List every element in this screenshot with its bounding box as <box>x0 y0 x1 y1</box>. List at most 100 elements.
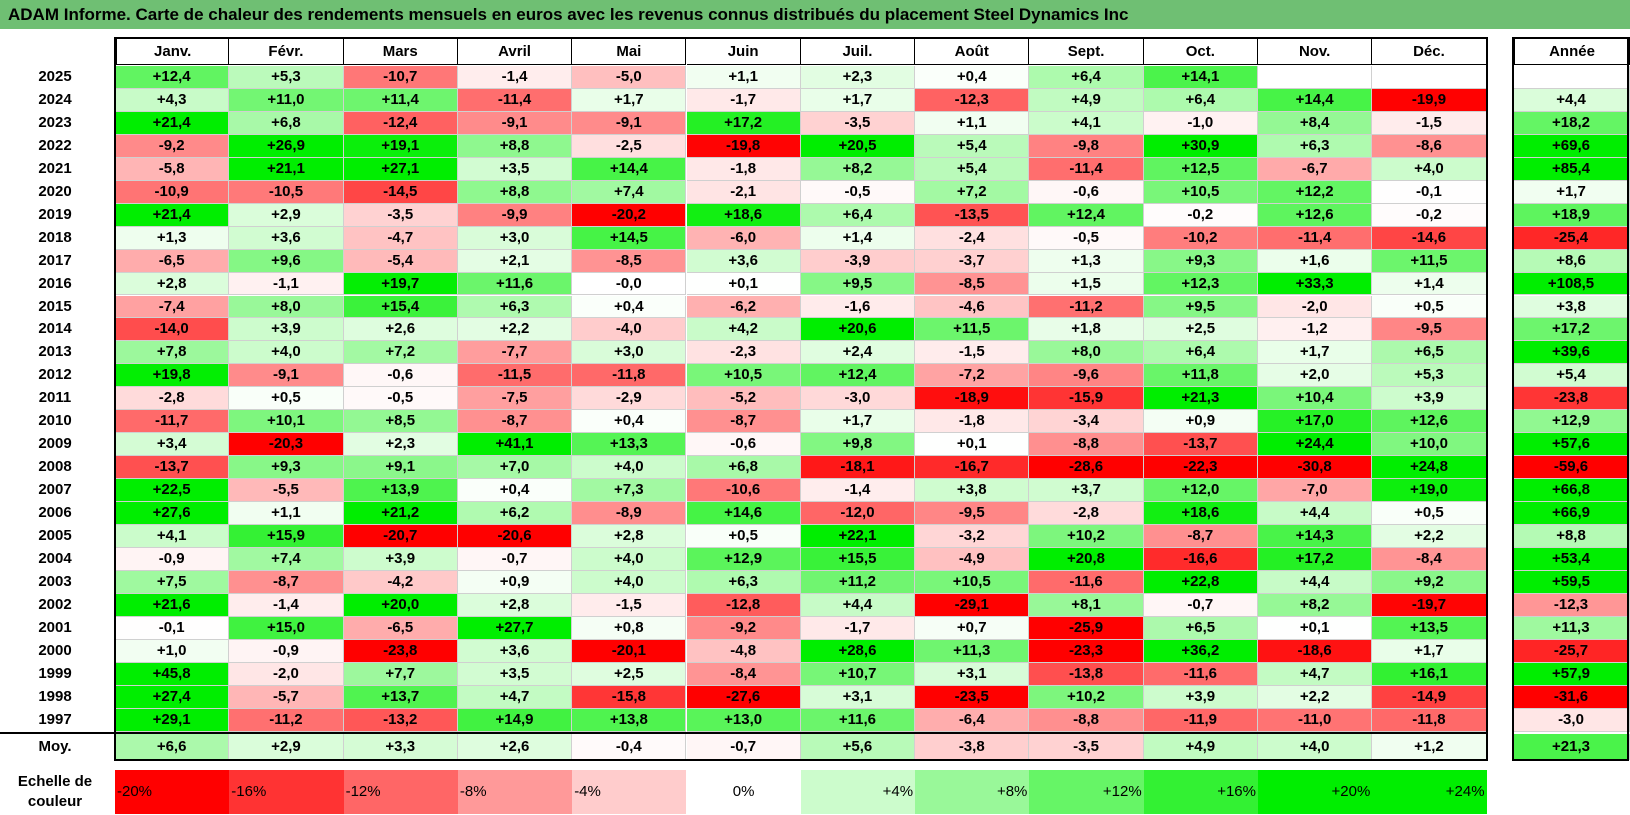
heatmap-cell: +8,4 <box>1258 111 1373 135</box>
month-header: Juil. <box>800 37 916 65</box>
heatmap-cell: -1,7 <box>800 616 916 640</box>
heatmap-cell: -15,9 <box>1029 387 1144 411</box>
heatmap-cell: +2,3 <box>343 433 458 457</box>
heatmap-cell: -15,8 <box>572 685 687 709</box>
heatmap-cell: -8,7 <box>1143 525 1258 548</box>
heatmap-cell: +3,5 <box>457 662 573 686</box>
heatmap-cell: +7,0 <box>457 456 573 480</box>
heatmap-cell: +9,5 <box>800 272 916 296</box>
color-scale-swatch: -12% <box>343 769 458 814</box>
heatmap-cell: +19,7 <box>343 272 458 296</box>
heatmap-cell: +20,0 <box>343 593 458 617</box>
month-header: Août <box>915 37 1030 65</box>
heatmap-cell: +2,4 <box>800 341 916 365</box>
heatmap-cell: +17,2 <box>686 111 801 135</box>
heatmap-cell: +3,0 <box>572 341 687 365</box>
year-column-header: Année <box>1513 37 1630 65</box>
heatmap-cell: -3,2 <box>915 525 1030 548</box>
heatmap-cell: -0,9 <box>229 639 344 663</box>
heatmap-cell: +2,3 <box>800 66 916 89</box>
heatmap-cell: +9,8 <box>800 433 916 457</box>
heatmap-cell: +3,7 <box>1029 479 1144 503</box>
heatmap-cell: +27,1 <box>343 157 458 181</box>
heatmap-cell: +0,1 <box>686 272 801 296</box>
heatmap-cell: +12,0 <box>1143 479 1258 503</box>
heatmap-cell: -9,2 <box>115 134 230 158</box>
average-cell: +5,6 <box>800 733 916 760</box>
color-scale-swatch: +24% <box>1372 769 1487 814</box>
heatmap-cell: +11,2 <box>800 570 916 594</box>
heatmap-cell: +7,4 <box>229 547 344 571</box>
heatmap-cell: -10,9 <box>115 180 230 204</box>
year-label: 2021 <box>0 157 110 181</box>
month-header: Oct. <box>1143 37 1258 65</box>
heatmap-cell: -0,5 <box>800 180 916 204</box>
year-label: 1998 <box>0 685 110 709</box>
heatmap-cell: +11,8 <box>1143 364 1258 388</box>
heatmap-cell: +36,2 <box>1143 639 1258 663</box>
heatmap-cell <box>1372 66 1487 89</box>
heatmap-cell: +8,0 <box>1029 341 1144 365</box>
heatmap-cell: +0,5 <box>229 387 344 411</box>
annual-cell: +57,9 <box>1513 662 1630 686</box>
heatmap-cell: +22,8 <box>1143 570 1258 594</box>
heatmap-cell: +21,3 <box>1143 387 1258 411</box>
year-label: 2016 <box>0 272 110 296</box>
month-header: Janv. <box>115 37 230 65</box>
heatmap-cell: -12,4 <box>343 111 458 135</box>
heatmap-cell: -12,8 <box>686 593 801 617</box>
heatmap-cell: -5,5 <box>229 479 344 503</box>
heatmap-cell: +12,4 <box>800 364 916 388</box>
heatmap-cell: -1,1 <box>229 272 344 296</box>
month-header: Mars <box>343 37 458 65</box>
heatmap-cell: +0,5 <box>686 525 801 548</box>
heatmap-cell: +0,5 <box>1372 502 1487 525</box>
heatmap-cell: -9,1 <box>572 111 687 135</box>
heatmap-cell: -1,6 <box>800 295 916 319</box>
heatmap-cell: -2,8 <box>1029 502 1144 525</box>
heatmap-cell: +15,4 <box>343 295 458 319</box>
heatmap-cell: +12,5 <box>1143 157 1258 181</box>
heatmap-cell: +3,8 <box>915 479 1030 503</box>
heatmap-cell: -23,8 <box>343 639 458 663</box>
heatmap-cell: -0,0 <box>572 272 687 296</box>
heatmap-cell: -1,8 <box>915 410 1030 434</box>
heatmap-cell: -11,9 <box>1143 708 1258 732</box>
heatmap-cell: -2,3 <box>686 341 801 365</box>
heatmap-cell: -7,4 <box>115 295 230 319</box>
heatmap-cell: -5,4 <box>343 249 458 273</box>
month-header: Avril <box>457 37 573 65</box>
heatmap-cell: -23,3 <box>1029 639 1144 663</box>
heatmap-cell: +3,4 <box>115 433 230 457</box>
heatmap-cell: +9,5 <box>1143 295 1258 319</box>
heatmap-cell: +5,4 <box>915 157 1030 181</box>
heatmap-cell: +12,3 <box>1143 272 1258 296</box>
heatmap-cell: +6,3 <box>1258 134 1373 158</box>
average-cell: +2,6 <box>457 733 573 760</box>
heatmap-cell: -1,5 <box>572 593 687 617</box>
heatmap-cell: -8,8 <box>1029 433 1144 457</box>
heatmap-cell: +3,9 <box>1143 685 1258 709</box>
heatmap-cell: -9,1 <box>457 111 573 135</box>
year-label: 2024 <box>0 88 110 112</box>
heatmap-cell: -8,5 <box>572 249 687 273</box>
heatmap-cell <box>1258 66 1373 89</box>
heatmap-cell: +2,0 <box>1258 364 1373 388</box>
heatmap-cell: +6,4 <box>1143 341 1258 365</box>
heatmap-cell: +1,1 <box>686 66 801 89</box>
annual-cell: +17,2 <box>1513 318 1630 342</box>
heatmap-cell: -16,7 <box>915 456 1030 480</box>
heatmap-cell: -9,5 <box>1372 318 1487 342</box>
heatmap-cell: +11,6 <box>457 272 573 296</box>
heatmap-cell: -1,5 <box>1372 111 1487 135</box>
heatmap-cell: +13,9 <box>343 479 458 503</box>
year-label: 2006 <box>0 502 110 525</box>
average-cell: +1,2 <box>1372 733 1487 760</box>
heatmap-cell: +8,8 <box>457 180 573 204</box>
heatmap-cell: +6,2 <box>457 502 573 525</box>
heatmap-cell: -12,0 <box>800 502 916 525</box>
heatmap-cell: +4,0 <box>572 456 687 480</box>
heatmap-cell: +3,0 <box>457 226 573 250</box>
heatmap-cell: -1,5 <box>915 341 1030 365</box>
heatmap-cell: -13,5 <box>915 203 1030 227</box>
